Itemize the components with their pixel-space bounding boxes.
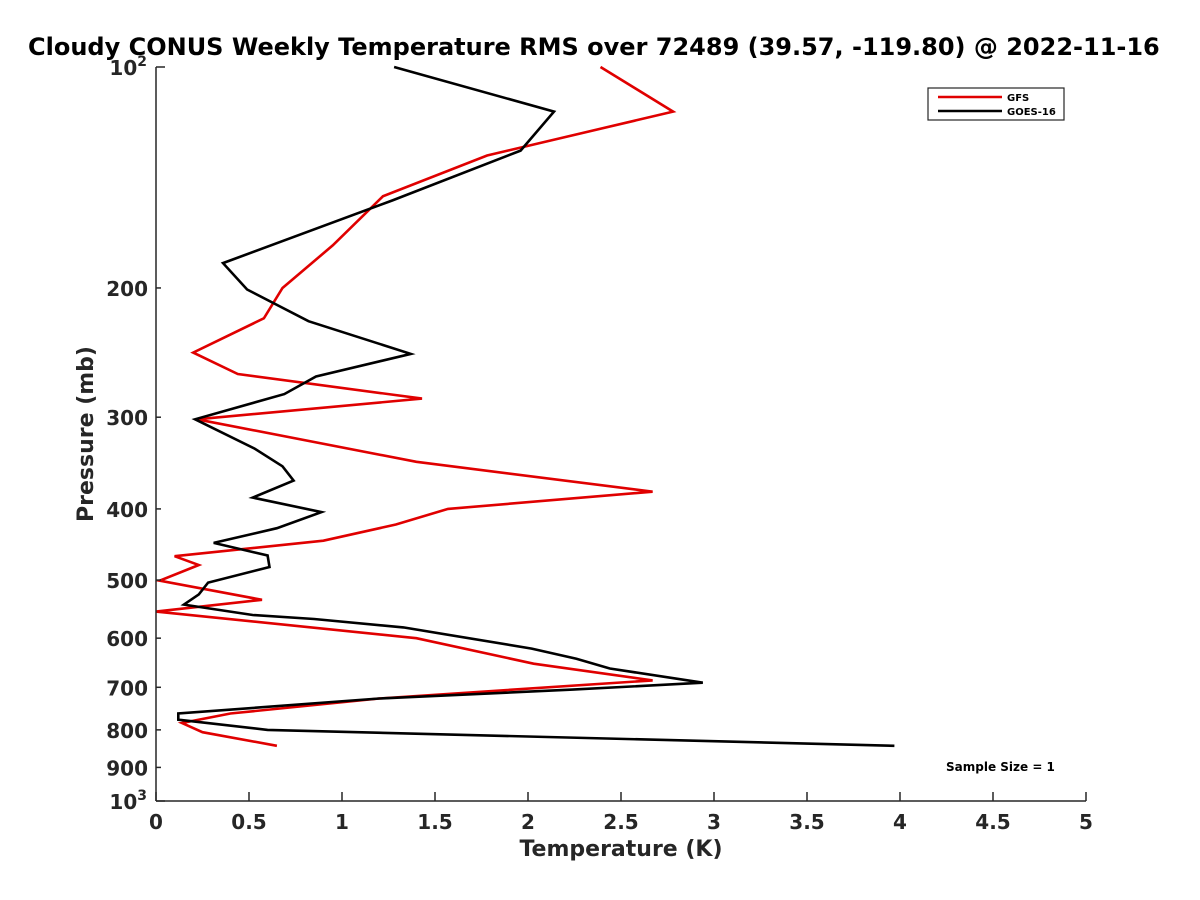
x-tick-label: 0 [149,810,163,834]
chart-title: Cloudy CONUS Weekly Temperature RMS over… [28,33,1160,61]
y-tick-label: 900 [106,756,148,780]
x-tick-label: 0.5 [231,810,266,834]
y-tick-label: 400 [106,498,148,522]
plot-lines [155,65,895,748]
x-tick-label: 1 [335,810,349,834]
legend-label-goes16: GOES-16 [1007,107,1056,118]
sample-size-annotation: Sample Size = 1 [946,760,1055,774]
legend: GFS GOES-16 [927,87,1065,121]
y-tick-label: 600 [106,627,148,651]
y-tick-label: 300 [106,406,148,430]
x-ticks: 0 0.5 1 1.5 2 2.5 3 3.5 4 4.5 5 [149,792,1093,834]
y-tick-label: 800 [106,719,148,743]
x-tick-label: 2 [521,810,535,834]
legend-label-gfs: GFS [1007,93,1029,104]
x-axis-label: Temperature (K) [519,837,722,862]
y-tick-label: 200 [106,277,148,301]
x-tick-label: 3 [707,810,721,834]
y-tick-label: 700 [106,676,148,700]
x-tick-label: 4 [893,810,907,834]
x-tick-label: 2.5 [603,810,638,834]
x-tick-label: 3.5 [789,810,824,834]
series-line-goes-16 [177,65,895,748]
y-axis-label: Pressure (mb) [74,346,99,522]
legend-box [927,87,1065,121]
x-tick-label: 1.5 [417,810,452,834]
x-tick-label: 4.5 [975,810,1010,834]
y-tick-label: 500 [106,569,148,593]
series-line-gfs [155,65,677,748]
x-tick-label: 5 [1079,810,1093,834]
